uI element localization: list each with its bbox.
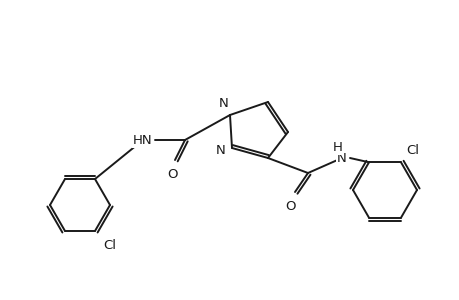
Text: H: H <box>332 140 342 154</box>
Text: O: O <box>168 168 178 181</box>
Text: Cl: Cl <box>103 239 116 252</box>
Text: HN: HN <box>133 134 152 146</box>
Text: N: N <box>216 143 225 157</box>
Text: Cl: Cl <box>405 144 418 157</box>
Text: N: N <box>336 152 346 164</box>
Text: N: N <box>218 97 229 110</box>
Text: O: O <box>285 200 296 213</box>
